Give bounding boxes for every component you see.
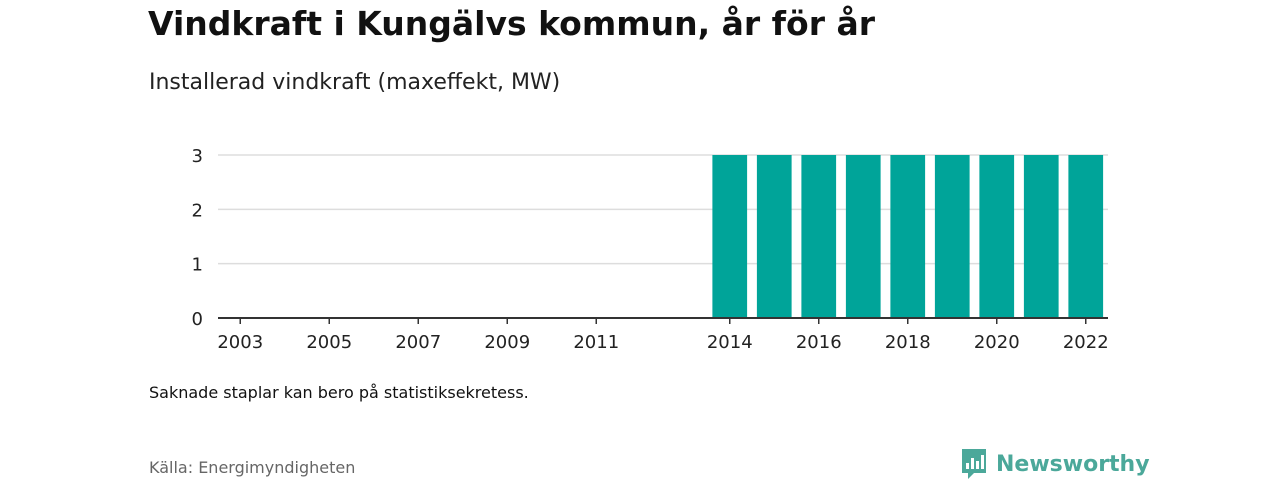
y-tick-label: 3 xyxy=(192,146,203,167)
x-tick-label: 2009 xyxy=(484,332,530,353)
bar-2020 xyxy=(979,155,1015,318)
footnote: Saknade staplar kan bero på statistiksek… xyxy=(149,383,529,402)
bar-2017 xyxy=(845,155,881,318)
x-tick-label: 2020 xyxy=(974,332,1020,353)
x-tick-label: 2007 xyxy=(395,332,441,353)
chart-title: Vindkraft i Kungälvs kommun, år för år xyxy=(148,4,875,43)
bar-chart: 0 1 2 3 2003 2005 2007 2009 2011 2014 2016 2018 2020… xyxy=(192,146,1109,353)
y-tick-label: 0 xyxy=(192,309,203,330)
newsworthy-logo-icon xyxy=(962,449,986,479)
newsworthy-brand[interactable]: Newsworthy xyxy=(960,447,1150,481)
source-text: Källa: Energimyndigheten xyxy=(149,458,356,477)
x-tick-label: 2022 xyxy=(1063,332,1109,353)
x-tick-label: 2003 xyxy=(217,332,263,353)
bar-2022 xyxy=(1068,155,1104,318)
x-tick-label: 2011 xyxy=(573,332,619,353)
bar-2015 xyxy=(756,155,792,318)
bar-2021 xyxy=(1023,155,1059,318)
x-tick-label: 2016 xyxy=(796,332,842,353)
brand-name: Newsworthy xyxy=(996,451,1150,477)
bar-2019 xyxy=(934,155,970,318)
bar-2018 xyxy=(890,155,926,318)
y-tick-label: 1 xyxy=(192,255,203,276)
y-tick-label: 2 xyxy=(192,200,203,221)
x-tick-label: 2014 xyxy=(707,332,753,353)
x-tick-label: 2005 xyxy=(306,332,352,353)
x-tick-label: 2018 xyxy=(885,332,931,353)
bar-2016 xyxy=(801,155,837,318)
bar-2014 xyxy=(712,155,748,318)
chart-subtitle: Installerad vindkraft (maxeffekt, MW) xyxy=(149,70,561,95)
